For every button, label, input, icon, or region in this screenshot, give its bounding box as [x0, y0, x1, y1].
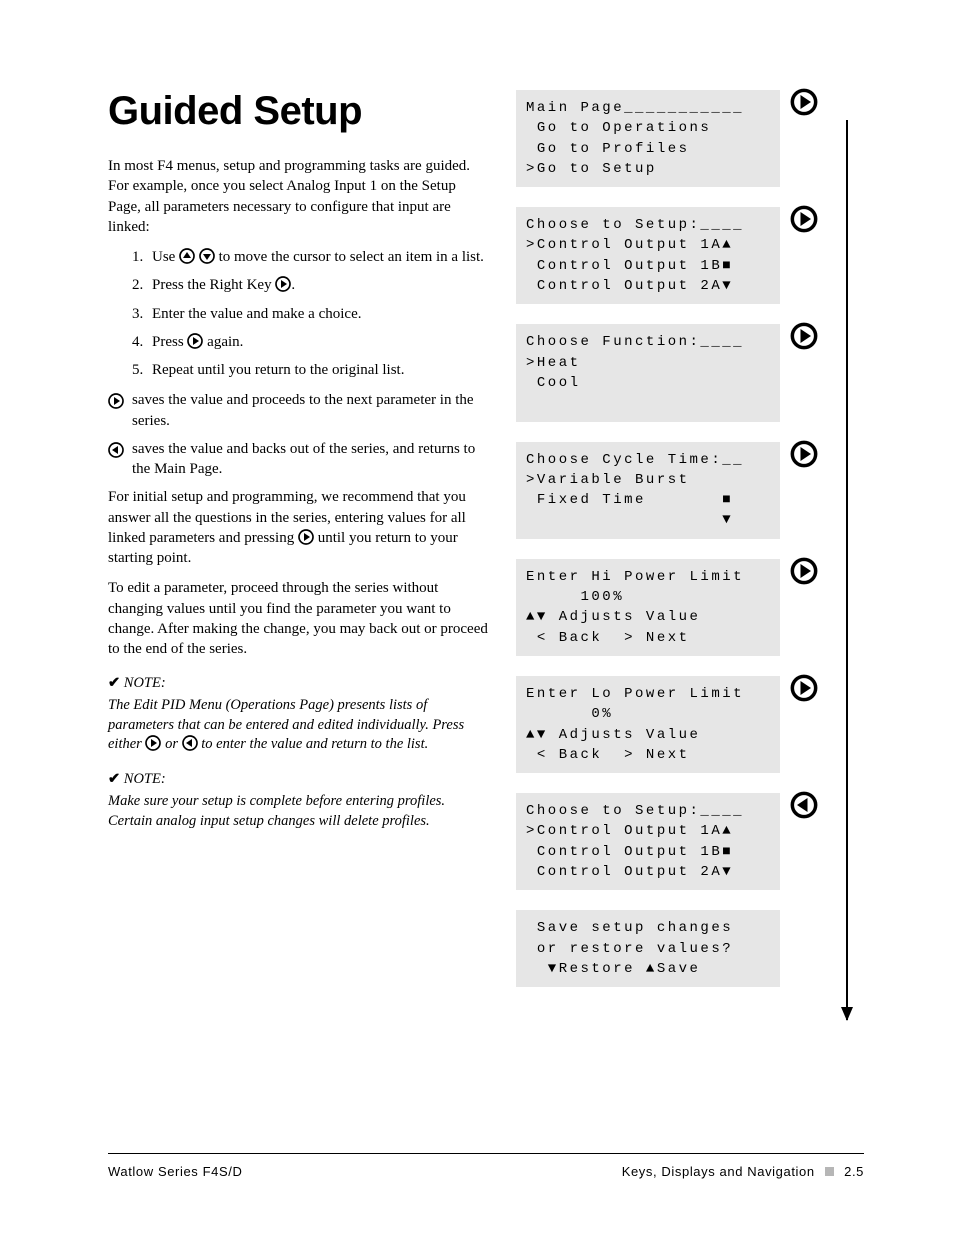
- bullet-1-text: saves the value and backs out of the ser…: [132, 439, 488, 480]
- flow-arrow-line: [846, 120, 848, 1020]
- lcd-screen: Main Page___________ Go to Operations Go…: [516, 90, 780, 187]
- screen-row: Choose Cycle Time:__ >Variable Burst Fix…: [516, 442, 856, 539]
- screen-row: Choose Function:____ >Heat Cool: [516, 324, 856, 421]
- page: Guided Setup In most F4 menus, setup and…: [108, 90, 864, 987]
- left-arrow-icon: [790, 791, 818, 819]
- right-arrow-icon: [790, 322, 818, 350]
- step-2-text-b: .: [291, 277, 295, 293]
- paragraph-3: To edit a parameter, proceed through the…: [108, 578, 488, 659]
- note-2-head: ✔ NOTE:: [108, 771, 488, 788]
- paragraph-2: For initial setup and programming, we re…: [108, 487, 488, 568]
- bullet-right-arrow: saves the value and proceeds to the next…: [108, 390, 488, 431]
- step-4-text-a: Press: [152, 334, 187, 350]
- footer-square-icon: [825, 1167, 834, 1176]
- numbered-steps: 1. Use to move the cursor to select an i…: [132, 247, 488, 380]
- nav-spacer: [790, 908, 818, 936]
- note-1-head: ✔ NOTE:: [108, 675, 488, 692]
- step-5: 5. Repeat until you return to the origin…: [132, 360, 488, 380]
- lcd-screen: Choose Cycle Time:__ >Variable Burst Fix…: [516, 442, 780, 539]
- right-arrow-icon: [145, 735, 161, 751]
- screen-list: Main Page___________ Go to Operations Go…: [516, 90, 856, 987]
- footer-rule: [108, 1153, 864, 1154]
- right-arrow-icon: [298, 529, 314, 545]
- lcd-screen: Save setup changes or restore values? ▼R…: [516, 910, 780, 987]
- screen-row: Main Page___________ Go to Operations Go…: [516, 90, 856, 187]
- step-1-text-b: to move the cursor to select an item in …: [219, 249, 484, 265]
- step-5-text: Repeat until you return to the original …: [152, 360, 404, 380]
- step-4: 4. Press again.: [132, 332, 488, 352]
- left-arrow-icon: [108, 439, 132, 480]
- lcd-screen: Choose to Setup:____ >Control Output 1A▲…: [516, 207, 780, 304]
- up-arrow-icon: [179, 248, 195, 264]
- page-title: Guided Setup: [108, 90, 488, 132]
- page-footer: Watlow Series F4S/D Keys, Displays and N…: [108, 1153, 864, 1179]
- right-arrow-icon: [790, 440, 818, 468]
- note-2-body: Make sure your setup is complete before …: [108, 792, 488, 831]
- screen-row: Enter Lo Power Limit 0% ▲▼ Adjusts Value…: [516, 676, 856, 773]
- lcd-screen: Choose to Setup:____ >Control Output 1A▲…: [516, 793, 780, 890]
- step-1: 1. Use to move the cursor to select an i…: [132, 247, 488, 267]
- bullet-left-arrow: saves the value and backs out of the ser…: [108, 439, 488, 480]
- right-arrow-icon: [275, 276, 291, 292]
- right-arrow-icon: [108, 390, 132, 431]
- step-3-text: Enter the value and make a choice.: [152, 304, 361, 324]
- right-arrow-icon: [790, 674, 818, 702]
- step-1-text-a: Use: [152, 249, 179, 265]
- footer-left: Watlow Series F4S/D: [108, 1164, 242, 1179]
- footer-right: Keys, Displays and Navigation 2.5: [622, 1164, 864, 1179]
- step-4-text-b: again.: [207, 334, 243, 350]
- step-2-text-a: Press the Right Key: [152, 277, 275, 293]
- lcd-screen: Choose Function:____ >Heat Cool: [516, 324, 780, 421]
- screen-row: Choose to Setup:____ >Control Output 1A▲…: [516, 207, 856, 304]
- right-arrow-icon: [790, 88, 818, 116]
- lcd-screen: Enter Hi Power Limit 100% ▲▼ Adjusts Val…: [516, 559, 780, 656]
- lcd-screen: Enter Lo Power Limit 0% ▲▼ Adjusts Value…: [516, 676, 780, 773]
- left-column: Guided Setup In most F4 menus, setup and…: [108, 90, 488, 987]
- right-arrow-icon: [790, 205, 818, 233]
- step-3: 3. Enter the value and make a choice.: [132, 304, 488, 324]
- bullet-0-text: saves the value and proceeds to the next…: [132, 390, 488, 431]
- screen-row: Choose to Setup:____ >Control Output 1A▲…: [516, 793, 856, 890]
- left-arrow-icon: [182, 735, 198, 751]
- note-1-body: The Edit PID Menu (Operations Page) pres…: [108, 696, 488, 755]
- step-2: 2. Press the Right Key .: [132, 275, 488, 295]
- down-arrow-icon: [199, 248, 215, 264]
- screen-row: Enter Hi Power Limit 100% ▲▼ Adjusts Val…: [516, 559, 856, 656]
- right-arrow-icon: [187, 333, 203, 349]
- right-column: Main Page___________ Go to Operations Go…: [516, 90, 856, 987]
- screen-row: Save setup changes or restore values? ▼R…: [516, 910, 856, 987]
- right-arrow-icon: [790, 557, 818, 585]
- intro-paragraph: In most F4 menus, setup and programming …: [108, 156, 488, 237]
